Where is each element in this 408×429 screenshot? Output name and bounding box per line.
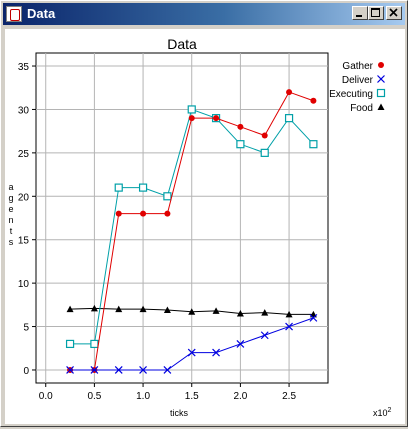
x-axis-label: ticks (170, 408, 189, 418)
legend-label-deliver: Deliver (342, 75, 374, 86)
data-point-food (261, 309, 269, 316)
data-point-deliver (66, 366, 74, 374)
maximize-button[interactable] (368, 6, 384, 20)
y-tick-label: 30 (18, 105, 30, 116)
data-point-gather (188, 115, 195, 122)
legend-marker-food (377, 103, 385, 110)
data-point-deliver (114, 366, 123, 374)
data-point-food (90, 304, 98, 312)
data-point-executing (90, 339, 99, 349)
y-axis-label-letter: n (8, 215, 13, 225)
line-chart: 0.0 0.5 1.0 1.5 2.0 2.5 0 5 10 15 20 25 30 35 Data tick… (8, 36, 392, 418)
x-tick-label: 2.5 (282, 391, 296, 402)
minimize-button[interactable] (352, 6, 368, 20)
x-tick-label: 1.5 (185, 391, 199, 402)
y-axis-label-letter: g (8, 193, 13, 203)
data-point-deliver (309, 313, 318, 322)
legend-label-food: Food (350, 103, 373, 114)
maximize-icon (371, 8, 380, 17)
legend-marker-executing (376, 88, 386, 98)
minimize-icon (356, 15, 362, 17)
data-point-deliver (187, 348, 196, 357)
data-point-deliver (236, 339, 245, 348)
data-point-gather (286, 89, 293, 96)
data-point-food (163, 306, 171, 314)
x-multiplier-base: x10 (373, 408, 388, 418)
data-point-food (66, 305, 74, 313)
y-axis-label-letter: e (8, 204, 13, 214)
data-point-gather (310, 97, 317, 104)
x-tick-label: 0.5 (87, 391, 101, 402)
data-point-gather (213, 115, 220, 122)
y-tick-label: 5 (23, 323, 29, 334)
x-multiplier-exponent: 2 (388, 407, 392, 414)
app-icon[interactable] (6, 6, 22, 22)
data-point-food (236, 310, 244, 317)
data-point-deliver (90, 366, 99, 374)
y-tick-label: 35 (18, 62, 30, 73)
data-point-gather (164, 210, 171, 217)
data-point-deliver (285, 322, 293, 331)
window-title: Data (27, 6, 56, 21)
data-point-executing (260, 148, 269, 157)
legend-label-executing: Executing (329, 89, 373, 100)
x-tick-label: 2.0 (233, 391, 247, 402)
data-point-deliver (163, 366, 172, 374)
data-point-food (285, 310, 293, 318)
data-point-deliver (260, 331, 269, 340)
data-point-food (139, 305, 147, 313)
y-tick-label: 20 (18, 192, 30, 203)
legend-marker-gather (378, 62, 384, 68)
y-tick-label: 0 (23, 366, 29, 377)
y-axis-label-letter: s (9, 237, 14, 247)
x-multiplier-label: x102 (373, 407, 392, 418)
y-tick-label: 25 (18, 149, 30, 160)
plot-area (35, 52, 329, 384)
chart-title: Data (167, 36, 197, 52)
data-point-executing (236, 140, 245, 149)
data-point-executing (187, 105, 196, 114)
x-tick-label: 0.0 (39, 391, 53, 402)
legend-label-gather: Gather (342, 61, 373, 72)
data-point-executing (284, 114, 294, 123)
title-bar[interactable]: Data (3, 3, 405, 25)
data-point-food (188, 308, 196, 315)
data-point-food (115, 305, 123, 313)
data-point-executing (309, 140, 318, 149)
data-point-executing (65, 339, 75, 349)
y-axis-label-letter: t (10, 226, 13, 236)
data-point-gather (140, 210, 147, 217)
data-point-deliver (139, 366, 147, 374)
data-point-gather (261, 132, 268, 139)
legend-marker-deliver (377, 75, 385, 83)
x-tick-label: 1.0 (136, 391, 150, 402)
data-point-gather (115, 210, 122, 217)
plot-panel: 0.0 0.5 1.0 1.5 2.0 2.5 0 5 10 15 20 25 30 35 Data tick… (5, 29, 405, 424)
y-tick-label: 10 (18, 279, 30, 290)
data-point-deliver (212, 348, 220, 357)
data-point-gather (237, 123, 244, 130)
data-point-executing (114, 183, 123, 192)
y-axis-label-letter: a (8, 182, 13, 192)
data-point-executing (163, 192, 172, 201)
data-point-food (212, 307, 220, 314)
close-button[interactable] (386, 6, 402, 20)
y-tick-label: 15 (18, 236, 30, 247)
close-icon (389, 8, 398, 17)
data-point-executing (138, 183, 148, 192)
